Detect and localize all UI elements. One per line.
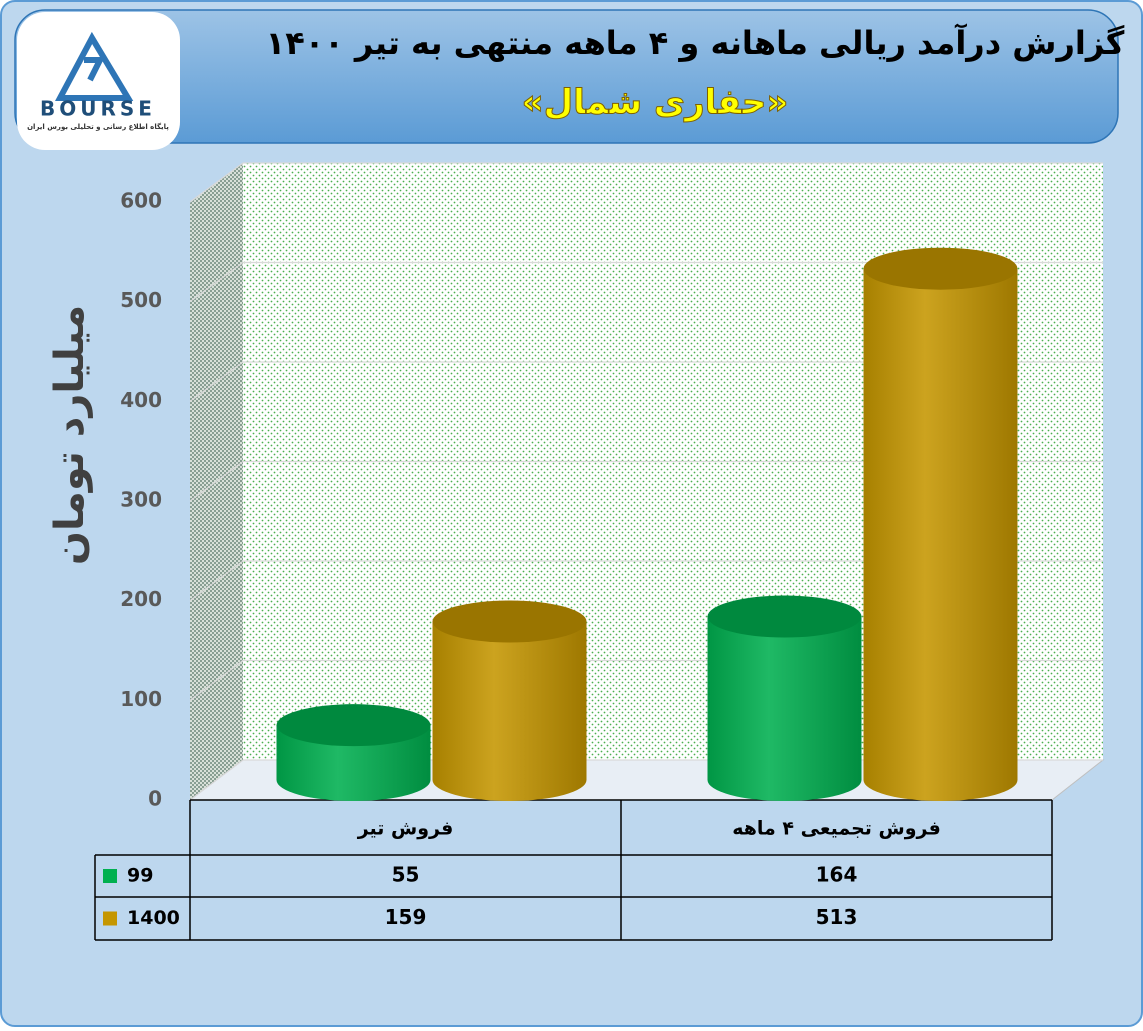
y-tick-label: 0 <box>148 787 162 811</box>
chart-title: گزارش درآمد ریالی ماهانه و ۴ ماهه منتهی … <box>266 23 1125 62</box>
y-tick-label: 600 <box>120 189 162 213</box>
grid-line <box>189 660 244 701</box>
grid-line <box>189 361 244 402</box>
logo-icon <box>55 31 134 101</box>
table-value: 55 <box>392 863 420 887</box>
logo-text: BOURSE <box>40 97 156 121</box>
data-table: فروش تیر فروش تجمیعی ۴ ماهه 99 55 164 1400 159… <box>94 799 1053 941</box>
y-tick-label: 100 <box>120 687 162 711</box>
logo-caption: پایگاه اطلاع رسانی و تحلیلی بورس ایران <box>27 122 169 131</box>
bar <box>707 595 862 801</box>
grid-line <box>189 162 244 203</box>
y-tick-label: 400 <box>120 388 162 412</box>
grid-line <box>189 262 244 303</box>
bar-body <box>707 616 862 801</box>
y-axis-label: میلیارد تومان <box>47 305 93 565</box>
bar-top <box>432 600 587 643</box>
x-tick-label: فروش تجمیعی ۴ ماهه <box>732 818 941 840</box>
legend-swatch <box>103 911 117 926</box>
bar-body <box>863 268 1018 802</box>
header-band <box>14 9 1119 144</box>
bar-body <box>276 725 431 801</box>
logo-box <box>17 12 180 150</box>
bar-body <box>432 621 587 801</box>
y-tick-label: 500 <box>120 288 162 312</box>
legend-label: 1400 <box>127 907 180 929</box>
grid-line <box>189 759 244 801</box>
table-value: 164 <box>816 863 858 887</box>
y-tick-label: 300 <box>120 488 162 512</box>
grid-line <box>189 461 244 502</box>
bar <box>863 247 1018 802</box>
legend-swatch <box>103 869 117 883</box>
table-value: 159 <box>385 905 427 929</box>
x-tick-label: فروش تیر <box>357 818 454 840</box>
bar <box>432 600 587 801</box>
bar <box>276 704 431 801</box>
y-tick-label: 200 <box>120 587 162 611</box>
legend-label: 99 <box>127 865 153 887</box>
grid-line <box>189 560 244 602</box>
bar-top <box>276 704 431 747</box>
chart-subtitle: «حفاری شمال» <box>522 83 789 123</box>
bar-top <box>863 247 1018 290</box>
bar-top <box>707 595 862 638</box>
table-value: 513 <box>816 905 858 929</box>
